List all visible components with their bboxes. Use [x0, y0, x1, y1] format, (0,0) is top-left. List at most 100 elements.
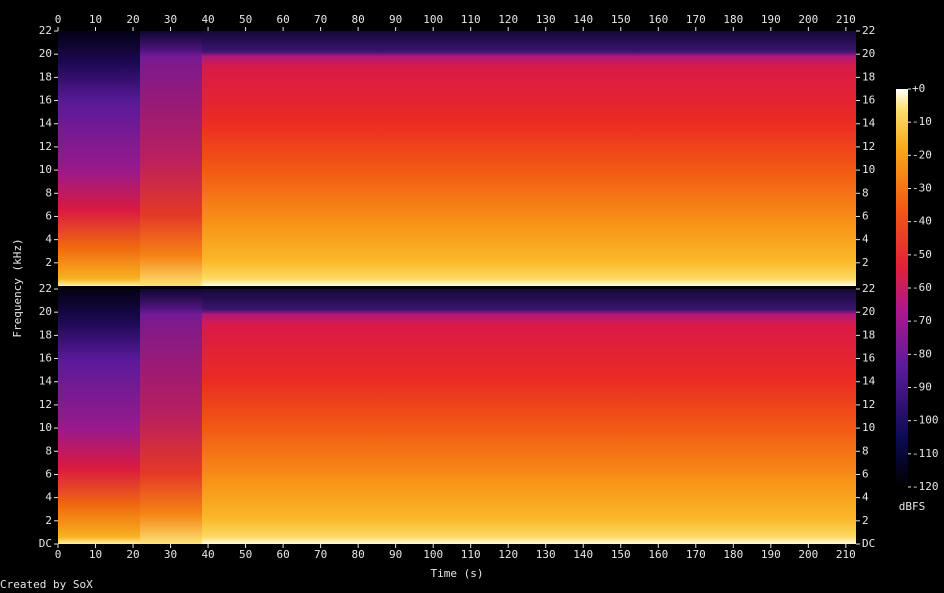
x-tick-label: 200	[798, 13, 818, 26]
x-tick-label: 130	[536, 548, 556, 561]
x-tick-label: 180	[723, 548, 743, 561]
x-tick-label: 130	[536, 13, 556, 26]
spectrogram-image	[58, 31, 856, 544]
x-tick-label: 160	[648, 548, 668, 561]
y-tick-label: DC	[39, 537, 52, 550]
x-tick-label: 90	[389, 13, 402, 26]
y-tick-label: 16	[862, 352, 875, 365]
y-tick-label: 4	[862, 491, 869, 504]
colorbar-tick-label: -120	[912, 480, 939, 493]
y-tick-label: 2	[862, 514, 869, 527]
x-tick-label: 140	[573, 13, 593, 26]
y-tick-label: 14	[862, 375, 876, 388]
y-tick-label: 20	[39, 305, 52, 318]
y-tick-label: 14	[862, 117, 876, 130]
x-tick-label: 160	[648, 13, 668, 26]
y-axis-label: Frequency (kHz)	[11, 238, 24, 337]
x-tick-label: 210	[836, 548, 856, 561]
y-tick-label: 16	[39, 94, 52, 107]
y-tick-label: 20	[862, 47, 875, 60]
x-tick-label: 100	[423, 548, 443, 561]
colorbar-tick-label: -10	[912, 115, 932, 128]
y-tick-label: 10	[39, 163, 52, 176]
colorbar-tick-label: -40	[912, 215, 932, 228]
colorbar-tick-label: -70	[912, 314, 932, 327]
y-tick-label: 4	[45, 491, 52, 504]
colorbar-tick-label: -80	[912, 347, 932, 360]
colorbar-tick-label: +0	[912, 82, 925, 95]
y-tick-label: 22	[39, 282, 52, 295]
x-tick-label: 120	[498, 13, 518, 26]
x-tick-label: 60	[276, 548, 289, 561]
y-tick-label: 2	[45, 256, 52, 269]
footer: Created by SoX	[0, 578, 93, 591]
x-tick-label: 120	[498, 548, 518, 561]
x-tick-label: 10	[89, 13, 102, 26]
y-tick-label: 4	[45, 233, 52, 246]
x-tick-label: 10	[89, 548, 102, 561]
y-tick-label: 6	[45, 467, 52, 480]
x-tick-label: 180	[723, 13, 743, 26]
x-tick-label: 140	[573, 548, 593, 561]
x-tick-label: 20	[126, 548, 139, 561]
y-tick-label: 20	[39, 47, 52, 60]
x-tick-label: 210	[836, 13, 856, 26]
x-tick-label: 0	[55, 13, 62, 26]
y-tick-label: 18	[39, 328, 52, 341]
y-tick-label: 8	[45, 444, 52, 457]
colorbar-tick-label: -60	[912, 281, 932, 294]
colorbar-label: dBFS	[899, 500, 926, 513]
x-tick-label: 190	[761, 548, 781, 561]
x-tick-label: 50	[239, 548, 252, 561]
x-tick-label: 30	[164, 13, 177, 26]
x-tick-label: 80	[352, 548, 365, 561]
colorbar-tick-label: -30	[912, 182, 932, 195]
y-tick-label: 14	[39, 375, 53, 388]
y-tick-label: 22	[862, 24, 875, 37]
y-tick-label: 12	[39, 140, 52, 153]
y-tick-label: 10	[862, 421, 875, 434]
y-tick-label: 18	[39, 70, 52, 83]
x-tick-label: 150	[611, 548, 631, 561]
x-tick-label: 70	[314, 13, 327, 26]
y-tick-label: 12	[862, 398, 875, 411]
colorbar	[896, 89, 908, 487]
x-tick-label: 0	[55, 548, 62, 561]
x-tick-label: 190	[761, 13, 781, 26]
x-tick-label: 110	[461, 13, 481, 26]
y-tick-label: 20	[862, 305, 875, 318]
x-tick-label: 40	[201, 548, 214, 561]
y-tick-label: DC	[862, 537, 875, 550]
y-tick-label: 2	[45, 514, 52, 527]
x-tick-label: 90	[389, 548, 402, 561]
y-tick-label: 6	[862, 209, 869, 222]
x-tick-label: 150	[611, 13, 631, 26]
x-tick-label: 200	[798, 548, 818, 561]
y-tick-label: 6	[45, 209, 52, 222]
y-tick-label: 14	[39, 117, 53, 130]
y-tick-label: 16	[862, 94, 875, 107]
y-tick-label: 12	[862, 140, 875, 153]
y-tick-label: 8	[862, 444, 869, 457]
colorbar-tick-label: -110	[912, 447, 939, 460]
colorbar-tick-label: -20	[912, 148, 932, 161]
y-tick-label: 4	[862, 233, 869, 246]
y-tick-label: 8	[862, 186, 869, 199]
x-tick-label: 50	[239, 13, 252, 26]
x-tick-label: 70	[314, 548, 327, 561]
x-tick-label: 100	[423, 13, 443, 26]
colorbar-tick-label: -50	[912, 248, 932, 261]
x-axis-label: Time (s)	[431, 567, 484, 580]
x-tick-label: 170	[686, 13, 706, 26]
colorbar-tick-label: -100	[912, 414, 939, 427]
y-tick-label: 22	[39, 24, 52, 37]
y-tick-label: 10	[39, 421, 52, 434]
y-tick-label: 22	[862, 282, 875, 295]
y-tick-label: 18	[862, 328, 875, 341]
y-tick-label: 18	[862, 70, 875, 83]
y-tick-label: 12	[39, 398, 52, 411]
y-tick-label: 6	[862, 467, 869, 480]
x-tick-label: 80	[352, 13, 365, 26]
y-tick-label: 8	[45, 186, 52, 199]
